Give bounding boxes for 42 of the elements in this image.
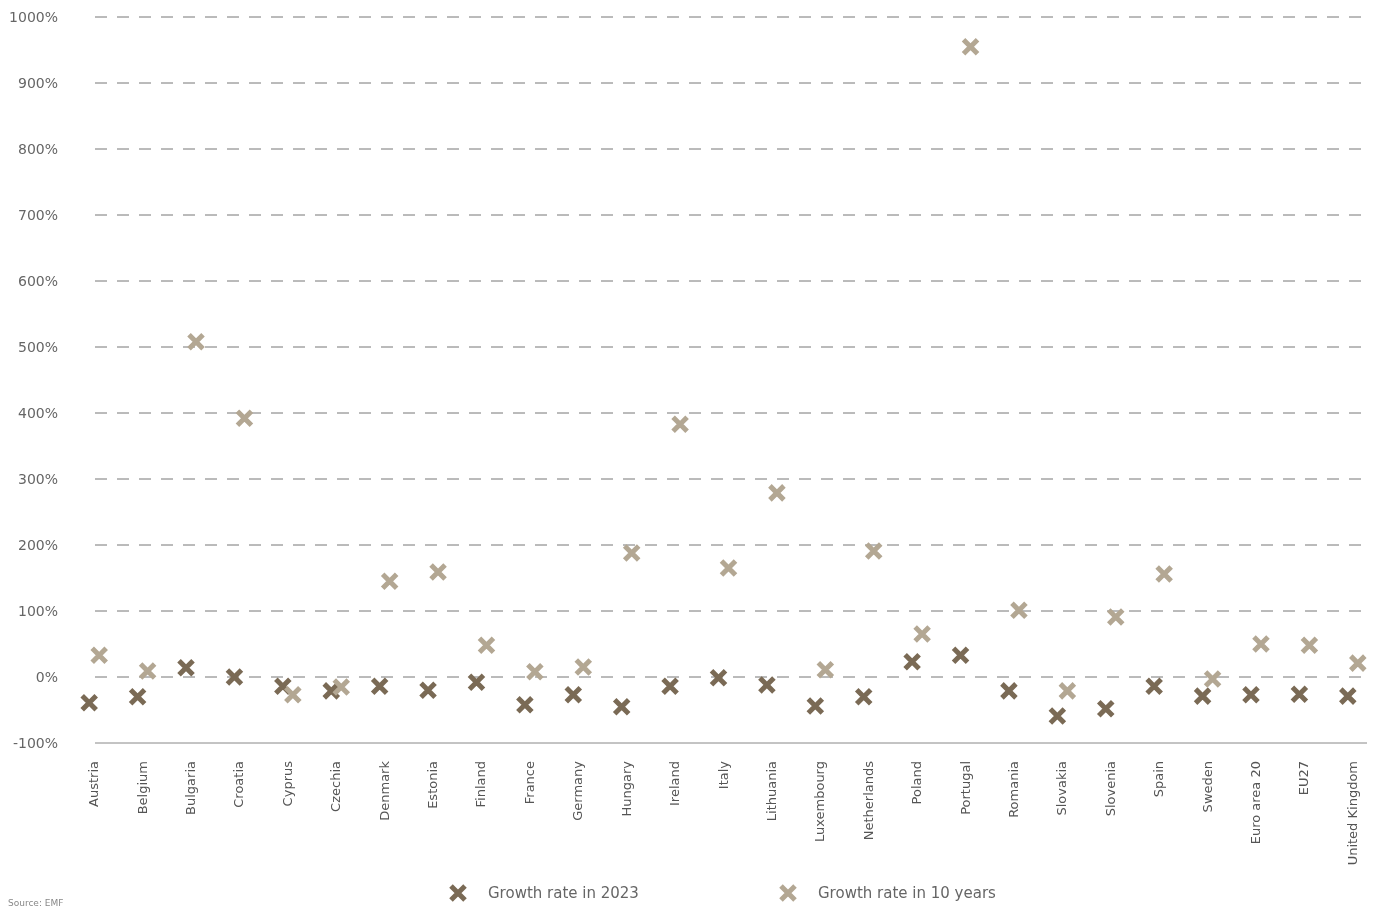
x-tick-label: Euro area 20 [1247,761,1263,845]
x-tick-label: Lithuania [763,761,779,822]
x-tick-label: Sweden [1199,761,1215,813]
source-note: Source: EMF [8,898,64,908]
x-tick-label: Austria [86,761,102,807]
x-tick-label: Poland [909,761,925,805]
x-tick-label: EU27 [1296,761,1312,796]
x-tick-label: Romania [1005,761,1021,818]
x-tick-label: Belgium [134,761,150,815]
y-tick-label: -100% [12,734,58,751]
x-tick-label: Hungary [618,760,634,817]
legend-label: Growth rate in 10 years [818,884,997,902]
x-tick-label: Slovenia [1102,761,1118,817]
y-tick-label: 200% [17,536,58,553]
x-tick-label: Portugal [957,761,973,815]
y-tick-label: 600% [17,272,58,289]
x-tick-label: Bulgaria [183,761,199,815]
x-tick-label: Czechia [328,761,344,812]
x-tick-label: Germany [570,760,586,821]
x-tick-label: Luxembourg [812,761,828,843]
y-tick-label: 300% [17,470,58,487]
x-tick-label: Slovakia [1054,761,1070,816]
x-tick-label: Croatia [231,761,247,808]
y-tick-label: 700% [17,206,58,223]
x-tick-label: Finland [473,761,489,808]
x-tick-label: Spain [1151,761,1167,798]
y-tick-label: 0% [35,668,58,685]
x-tick-label: Estonia [425,761,441,809]
y-tick-label: 800% [17,140,58,157]
x-tick-label: Italy [715,760,731,790]
y-tick-label: 100% [17,602,58,619]
x-tick-label: Ireland [667,761,683,806]
y-tick-label: 400% [17,404,58,421]
x-tick-label: Cyprus [279,760,295,807]
y-tick-label: 1000% [9,8,58,25]
y-tick-label: 900% [17,74,58,91]
x-tick-label: France [521,761,537,805]
x-tick-label: Denmark [376,760,392,821]
x-tick-label: United Kingdom [1344,761,1360,866]
legend-label: Growth rate in 2023 [488,884,639,902]
y-tick-label: 500% [17,338,58,355]
x-tick-label: Netherlands [860,760,876,841]
